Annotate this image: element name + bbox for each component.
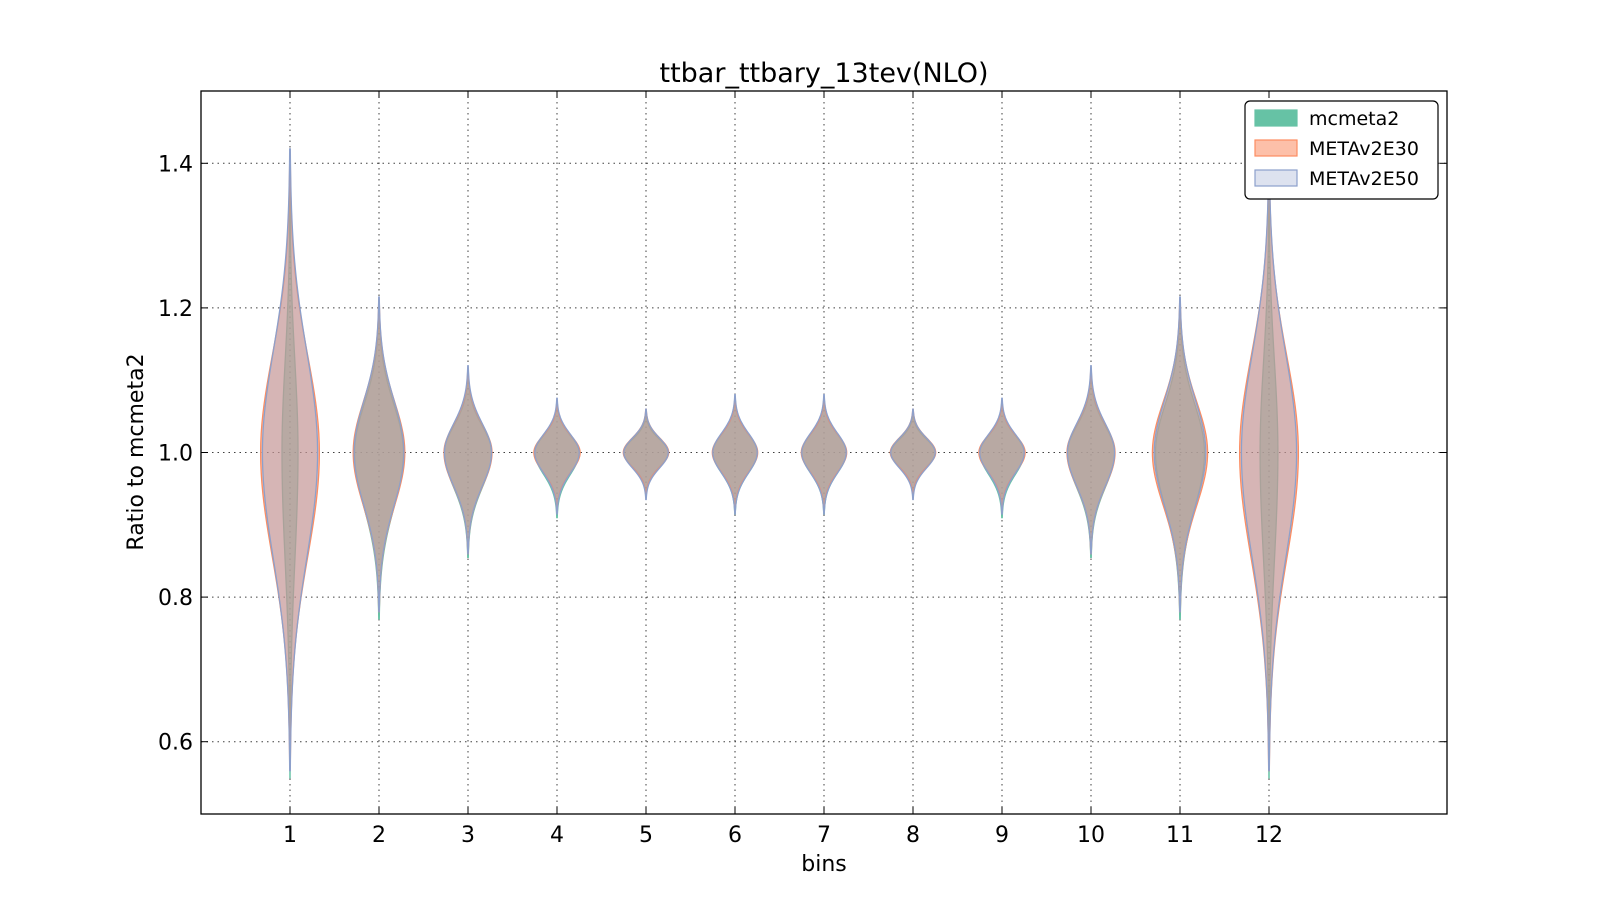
violin-METAv2E50-bin-2 (353, 296, 405, 613)
violin-METAv2E50-bin-3 (443, 365, 493, 555)
chart-title: ttbar_ttbary_13tev(NLO) (659, 58, 988, 89)
violins (259, 148, 1300, 779)
x-tick-label: 12 (1255, 823, 1283, 848)
violin-METAv2E50-bin-5 (623, 408, 669, 501)
x-tick-label: 4 (550, 823, 564, 848)
x-tick-label: 5 (639, 823, 653, 848)
y-tick-label: 1.2 (158, 297, 193, 322)
x-tick-label: 8 (906, 823, 920, 848)
violin-METAv2E50-bin-4 (534, 397, 580, 515)
x-tick-label: 9 (995, 823, 1009, 848)
x-axis-label: bins (801, 852, 846, 877)
y-tick-label: 0.6 (158, 731, 193, 756)
legend-label: mcmeta2 (1309, 108, 1399, 130)
y-tick-label: 1.4 (158, 152, 193, 177)
legend-swatch (1254, 169, 1298, 187)
violin-METAv2E50-bin-8 (890, 408, 936, 501)
violin-METAv2E50-bin-1 (261, 148, 319, 772)
y-tick-label: 0.8 (158, 586, 193, 611)
violin-METAv2E50-bin-9 (979, 397, 1025, 515)
legend-swatch (1254, 109, 1298, 127)
legend-swatch (1254, 139, 1298, 157)
legend-label: METAv2E50 (1309, 168, 1419, 190)
x-tick-label: 3 (461, 823, 475, 848)
x-tick-label: 1 (283, 823, 297, 848)
x-tick-label: 10 (1077, 823, 1105, 848)
x-axis: 1 2 3 4 5 6 7 8 9 10 11 12 (283, 91, 1283, 848)
y-axis: 0.6 0.8 1.0 1.2 1.4 (158, 152, 1447, 756)
legend: mcmeta2 METAv2E30 METAv2E50 (1244, 100, 1439, 200)
legend-label: METAv2E30 (1309, 138, 1419, 160)
violin-METAv2E50-bin-7 (801, 394, 847, 515)
violin-METAv2E50-bin-6 (712, 394, 758, 515)
x-tick-label: 2 (372, 823, 386, 848)
violin-METAv2E50-bin-11 (1153, 296, 1207, 613)
violin-METAv2E50-bin-10 (1066, 365, 1116, 555)
x-tick-label: 7 (817, 823, 831, 848)
x-tick-label: 11 (1166, 823, 1194, 848)
x-tick-label: 6 (728, 823, 742, 848)
y-axis-label: Ratio to mcmeta2 (124, 353, 149, 550)
y-tick-label: 1.0 (158, 442, 193, 467)
violin-METAv2E50-bin-12 (1240, 155, 1298, 772)
